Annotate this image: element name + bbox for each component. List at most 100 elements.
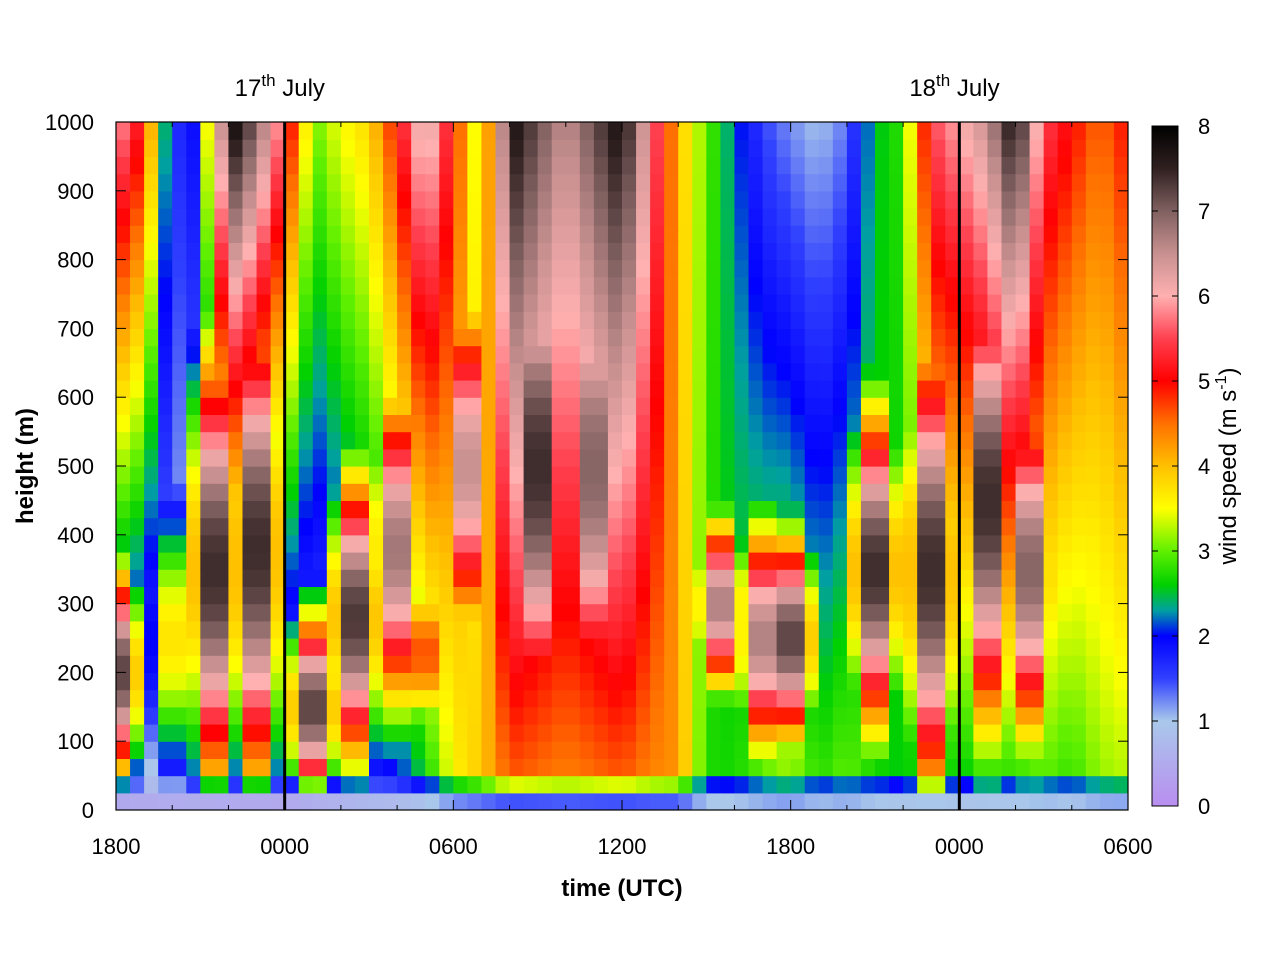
heatmap-cell [889, 741, 904, 759]
heatmap-cell [734, 500, 750, 519]
heatmap-cell [312, 311, 328, 329]
heatmap-cell [397, 483, 412, 501]
heatmap-cell [144, 380, 159, 398]
heatmap-cell [158, 139, 173, 157]
heatmap-cell [650, 724, 665, 742]
heatmap-cell [1113, 689, 1128, 708]
heatmap-cell [1029, 294, 1045, 312]
heatmap-cell [846, 586, 862, 605]
heatmap-cell [1085, 706, 1101, 725]
heatmap-cell [1043, 276, 1059, 295]
heatmap-cell [256, 517, 272, 536]
heatmap-cell [439, 620, 454, 639]
heatmap-cell [340, 500, 356, 519]
heatmap-cell [270, 724, 286, 742]
heatmap-cell [762, 328, 778, 347]
heatmap-cell [1085, 173, 1101, 192]
heatmap-cell [776, 139, 792, 157]
heatmap-cell [748, 689, 764, 708]
heatmap-cell [551, 225, 567, 243]
heatmap-cell [706, 741, 721, 759]
heatmap-cell [1029, 311, 1045, 329]
heatmap-cell [1099, 724, 1115, 742]
heatmap-cell [214, 655, 230, 673]
heatmap-cell [945, 225, 960, 243]
heatmap-cell [256, 466, 272, 484]
heatmap-cell [1043, 483, 1059, 501]
heatmap-cell [1057, 328, 1073, 347]
heatmap-cell [340, 689, 356, 708]
heatmap-cell [706, 638, 721, 656]
heatmap-cell [720, 483, 736, 501]
heatmap-cell [832, 294, 848, 312]
heatmap-cell [284, 362, 300, 381]
heatmap-cell [917, 397, 932, 415]
heatmap-cell [1099, 173, 1115, 192]
heatmap-cell [720, 311, 736, 329]
heatmap-cell [1085, 139, 1101, 157]
heatmap-cell [242, 706, 258, 725]
heatmap-cell [200, 638, 215, 656]
heatmap-cell [565, 156, 581, 175]
heatmap-cell [622, 586, 637, 605]
heatmap-cell [1099, 139, 1115, 157]
heatmap-cell [144, 775, 159, 794]
heatmap-cell [593, 483, 609, 501]
heatmap-cell [551, 414, 567, 433]
heatmap-cell [931, 500, 946, 519]
heatmap-cell [130, 792, 145, 810]
heatmap-cell [593, 173, 609, 192]
heatmap-cell [495, 173, 511, 192]
heatmap-cell [917, 603, 932, 622]
heatmap-cell [692, 225, 707, 243]
heatmap-cell [917, 276, 932, 295]
heatmap-cell [818, 552, 834, 570]
heatmap-cell [1057, 397, 1073, 415]
heatmap-cell [284, 466, 300, 484]
heatmap-cell [509, 655, 525, 673]
heatmap-cell [1085, 225, 1101, 243]
heatmap-cell [1015, 362, 1031, 381]
heatmap-cell [481, 328, 497, 347]
heatmap-cell [818, 259, 834, 278]
heatmap-cell [1043, 706, 1059, 725]
heatmap-cell [734, 173, 750, 192]
heatmap-cell [636, 225, 651, 243]
heatmap-cell [1001, 259, 1017, 278]
heatmap-cell [467, 586, 483, 605]
heatmap-cell [130, 156, 145, 175]
colorbar-tick-label: 8 [1198, 114, 1210, 139]
heatmap-cell [509, 534, 525, 553]
heatmap-cell [144, 362, 159, 381]
heatmap-cell [832, 242, 848, 261]
heatmap-cell [312, 362, 328, 381]
heatmap-cell [1099, 380, 1115, 398]
heatmap-cell [776, 586, 792, 605]
heatmap-cell [130, 414, 145, 433]
heatmap-cell [439, 552, 454, 570]
heatmap-cell [987, 586, 1003, 605]
heatmap-cell [270, 603, 286, 622]
heatmap-cell [158, 586, 173, 605]
heatmap-cell [354, 431, 370, 450]
heatmap-cell [622, 345, 637, 364]
heatmap-cell [523, 638, 539, 656]
heatmap-cell [228, 173, 244, 192]
heatmap-cell [945, 259, 960, 278]
heatmap-cell [607, 156, 623, 175]
heatmap-cell [340, 483, 356, 501]
heatmap-cell [256, 500, 272, 519]
heatmap-cell [565, 431, 581, 450]
heatmap-cell [354, 603, 370, 622]
heatmap-cell [1085, 620, 1101, 639]
heatmap-cell [776, 208, 792, 226]
heatmap-cell [1057, 552, 1073, 570]
heatmap-cell [917, 638, 932, 656]
heatmap-cell [369, 552, 384, 570]
heatmap-cell [397, 466, 412, 484]
heatmap-cell [481, 139, 497, 157]
heatmap-cell [818, 448, 834, 467]
heatmap-cell [354, 362, 370, 381]
heatmap-cell [579, 792, 595, 810]
